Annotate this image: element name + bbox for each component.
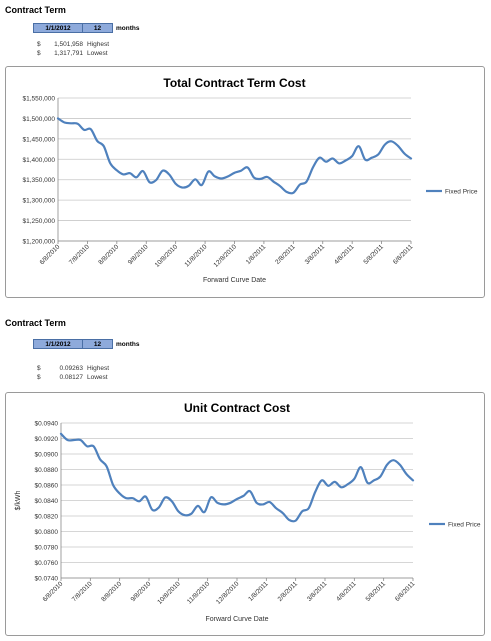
months-label: months bbox=[116, 24, 140, 32]
y-tick-label: $0.0760 bbox=[35, 560, 59, 567]
lowest-value: 1,317,791 bbox=[54, 50, 83, 57]
y-tick-label: $1,550,000 bbox=[22, 96, 55, 103]
x-axis-label: Forward Curve Date bbox=[203, 277, 266, 284]
y-tick-label: $0.0780 bbox=[35, 545, 59, 552]
y-tick-label: $0.0840 bbox=[35, 498, 59, 505]
currency-symbol: $ bbox=[37, 365, 41, 372]
y-axis-label: $/kWh bbox=[15, 490, 22, 510]
contract-term-row: 1/1/2012 12 months bbox=[33, 339, 139, 349]
x-tick-label: 2/8/2011 bbox=[274, 243, 297, 266]
y-tick-label: $0.0880 bbox=[35, 467, 59, 474]
currency-symbol: $ bbox=[37, 41, 41, 48]
lowest-value: 0.08127 bbox=[59, 374, 84, 381]
x-tick-label: 8/8/2010 bbox=[97, 243, 120, 266]
contract-term-row: 1/1/2012 12 months bbox=[33, 23, 139, 33]
x-tick-label: 4/8/2011 bbox=[335, 580, 358, 603]
x-tick-label: 12/8/2010 bbox=[215, 580, 241, 606]
total-cost-chart: Total Contract Term Cost $1,200,000 $1,250… bbox=[22, 76, 478, 284]
x-axis-label: Forward Curve Date bbox=[205, 616, 268, 623]
x-tick-label: 10/8/2010 bbox=[154, 243, 180, 269]
y-tick-label: $1,500,000 bbox=[22, 116, 55, 123]
chart-title: Total Contract Term Cost bbox=[163, 76, 305, 90]
y-tick-label: $1,300,000 bbox=[22, 198, 55, 205]
unit-cost-chart-panel: Unit Contract Cost $0.0740 $0.0760 $0.0780 $… bbox=[5, 392, 485, 636]
x-tick-label: 9/8/2010 bbox=[127, 243, 150, 266]
x-tick-label: 11/8/2010 bbox=[183, 243, 208, 268]
section-title: Contract Term bbox=[5, 318, 66, 328]
x-tick-label: 5/8/2011 bbox=[365, 580, 388, 603]
months-cell[interactable]: 12 bbox=[83, 339, 113, 349]
y-tick-label: $0.0740 bbox=[35, 576, 59, 583]
lowest-stat: $0.08127 Lowest bbox=[37, 374, 108, 381]
x-tick-label: 3/8/2011 bbox=[306, 580, 329, 603]
x-tick-label: 9/8/2010 bbox=[130, 580, 153, 603]
x-tick-label: 11/8/2010 bbox=[186, 580, 211, 605]
x-tick-label: 6/8/2011 bbox=[394, 580, 417, 603]
start-date-cell[interactable]: 1/1/2012 bbox=[33, 339, 83, 349]
months-cell[interactable]: 12 bbox=[83, 23, 113, 33]
y-tick-label: $1,350,000 bbox=[22, 177, 55, 184]
x-tick-label: 3/8/2011 bbox=[304, 243, 327, 266]
series-line-fixed-price bbox=[56, 117, 413, 195]
highest-label: Highest bbox=[87, 41, 110, 48]
highest-value: 0.09263 bbox=[59, 365, 84, 372]
y-tick-label: $0.0800 bbox=[35, 529, 59, 536]
y-tick-label: $1,400,000 bbox=[22, 157, 55, 164]
highest-label: Highest bbox=[87, 365, 110, 372]
y-tick-label: $0.0920 bbox=[35, 436, 59, 443]
y-tick-label: $1,200,000 bbox=[22, 239, 55, 246]
lowest-label: Lowest bbox=[87, 50, 108, 57]
lowest-label: Lowest bbox=[87, 374, 108, 381]
x-tick-label: 10/8/2010 bbox=[156, 580, 182, 606]
y-tick-label: $1,450,000 bbox=[22, 136, 55, 143]
x-tick-label: 2/8/2011 bbox=[277, 580, 300, 603]
highest-stat: $0.09263 Highest bbox=[37, 365, 109, 372]
y-tick-label: $0.0820 bbox=[35, 514, 59, 521]
x-tick-label: 7/8/2010 bbox=[68, 243, 91, 266]
section-title: Contract Term bbox=[5, 5, 66, 15]
lowest-stat: $1,317,791 Lowest bbox=[37, 50, 108, 57]
x-tick-label: 1/8/2011 bbox=[245, 243, 268, 266]
currency-symbol: $ bbox=[37, 374, 41, 381]
x-tick-label: 6/8/2010 bbox=[42, 580, 65, 603]
x-tick-label: 6/8/2011 bbox=[392, 243, 415, 266]
x-tick-label: 4/8/2011 bbox=[333, 243, 356, 266]
x-tick-label: 1/8/2011 bbox=[247, 580, 270, 603]
months-label: months bbox=[116, 340, 140, 348]
y-tick-label: $0.0940 bbox=[35, 421, 59, 428]
legend-label: Fixed Price bbox=[448, 522, 481, 529]
x-tick-label: 7/8/2010 bbox=[71, 580, 94, 603]
highest-stat: $1,501,958 Highest bbox=[37, 41, 109, 48]
currency-symbol: $ bbox=[37, 50, 41, 57]
x-tick-label: 8/8/2010 bbox=[100, 580, 123, 603]
highest-value: 1,501,958 bbox=[54, 41, 83, 48]
y-tick-label: $0.0900 bbox=[35, 452, 59, 459]
x-tick-label: 12/8/2010 bbox=[213, 243, 239, 269]
x-tick-label: 5/8/2011 bbox=[362, 243, 385, 266]
y-tick-label: $0.0860 bbox=[35, 483, 59, 490]
start-date-cell[interactable]: 1/1/2012 bbox=[33, 23, 83, 33]
total-cost-chart-panel: Total Contract Term Cost $1,200,000 $1,250… bbox=[5, 66, 485, 298]
unit-cost-chart: Unit Contract Cost $0.0740 $0.0760 $0.0780 $… bbox=[15, 401, 481, 623]
chart-title: Unit Contract Cost bbox=[184, 401, 290, 415]
y-tick-label: $1,250,000 bbox=[22, 218, 55, 225]
x-tick-label: 6/8/2010 bbox=[39, 243, 62, 266]
series-line-fixed-price bbox=[59, 432, 415, 523]
legend-label: Fixed Price bbox=[445, 189, 478, 196]
